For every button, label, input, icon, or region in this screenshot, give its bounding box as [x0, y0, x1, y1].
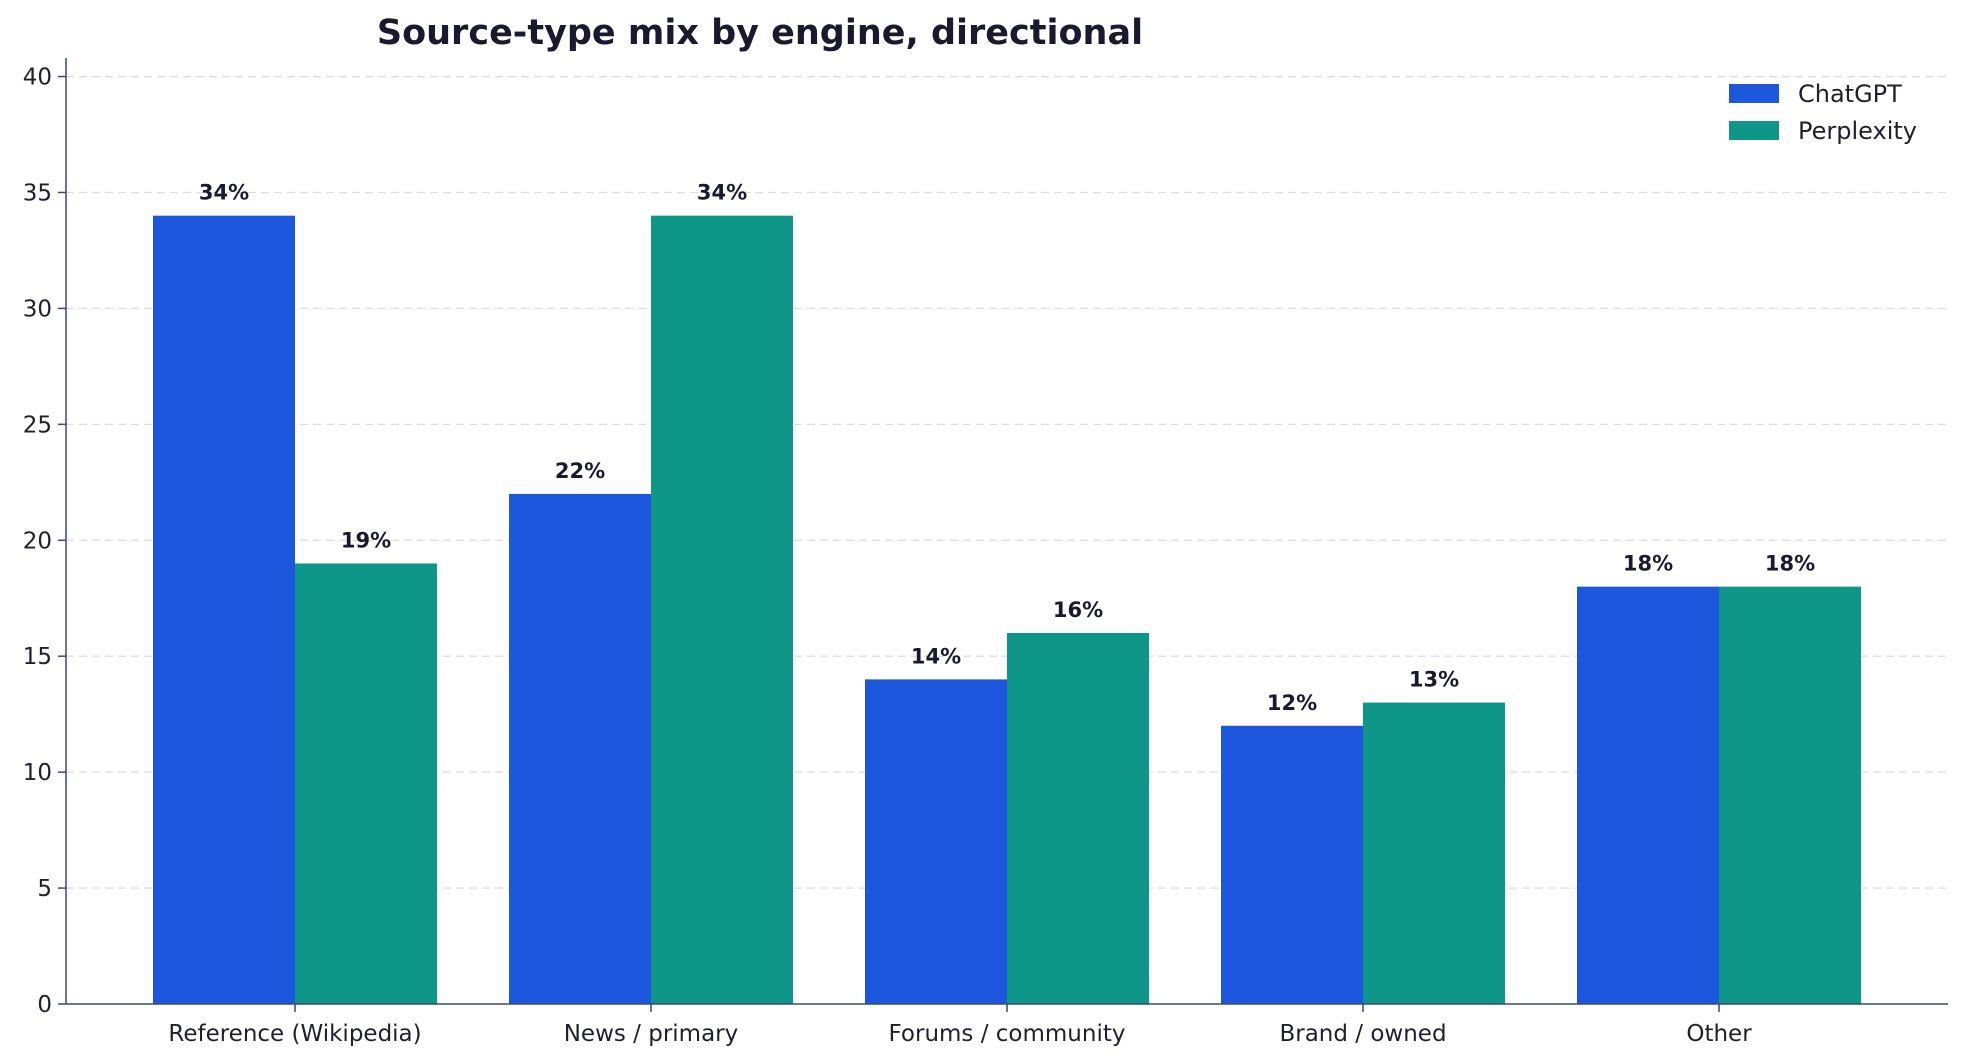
- y-tick-label: 5: [37, 876, 52, 902]
- legend-label-perplexity: Perplexity: [1798, 117, 1917, 145]
- y-tick-label: 20: [23, 528, 52, 554]
- y-tick-label: 30: [23, 296, 52, 322]
- legend: ChatGPT Perplexity: [1729, 80, 1917, 145]
- bar-value-label: 18%: [1765, 552, 1815, 576]
- y-tick-label: 25: [23, 412, 52, 438]
- bar-chatgpt-0: [153, 215, 295, 1004]
- legend-swatch-perplexity: [1729, 121, 1779, 140]
- axes: 0 5 10 15 20 25 30 35 40 Reference (Wikipedia) New…: [23, 58, 1948, 1047]
- bar-value-label: 16%: [1053, 598, 1103, 622]
- y-tick-label: 35: [23, 180, 52, 206]
- bar-perplexity-4: [1719, 586, 1861, 1004]
- x-tick-label: Forums / community: [889, 1021, 1126, 1047]
- bar-value-label: 13%: [1409, 668, 1459, 692]
- bar-perplexity-1: [651, 215, 793, 1004]
- bars: [153, 215, 1861, 1004]
- bar-perplexity-3: [1363, 702, 1505, 1004]
- bar-perplexity-0: [295, 563, 437, 1004]
- y-tick-label: 40: [23, 65, 52, 91]
- bar-perplexity-2: [1007, 633, 1149, 1004]
- bar-chatgpt-3: [1221, 725, 1363, 1004]
- y-tick-label: 10: [23, 760, 52, 786]
- y-tick-label: 15: [23, 644, 52, 670]
- bar-chatgpt-4: [1577, 586, 1719, 1004]
- x-tick-label: Reference (Wikipedia): [168, 1021, 421, 1047]
- bar-value-label: 14%: [911, 644, 961, 668]
- bar-labels: 34% 19% 22% 34% 14% 16% 12% 13% 18% 18%: [199, 181, 1815, 715]
- bar-value-label: 34%: [199, 181, 249, 205]
- bar-value-label: 19%: [341, 528, 391, 552]
- legend-swatch-chatgpt: [1729, 84, 1779, 103]
- bar-value-label: 12%: [1267, 691, 1317, 715]
- bar-chatgpt-1: [509, 493, 651, 1004]
- x-tick-label: News / primary: [564, 1021, 739, 1047]
- bar-value-label: 18%: [1623, 552, 1673, 576]
- x-tick-label: Other: [1686, 1021, 1752, 1047]
- y-tick-label: 0: [37, 992, 52, 1018]
- bar-chatgpt-2: [865, 679, 1007, 1004]
- chart-title: Source-type mix by engine, directional: [377, 13, 1143, 53]
- bar-value-label: 34%: [697, 181, 747, 205]
- legend-label-chatgpt: ChatGPT: [1798, 80, 1902, 108]
- x-tick-label: Brand / owned: [1279, 1021, 1446, 1047]
- bar-value-label: 22%: [555, 459, 605, 483]
